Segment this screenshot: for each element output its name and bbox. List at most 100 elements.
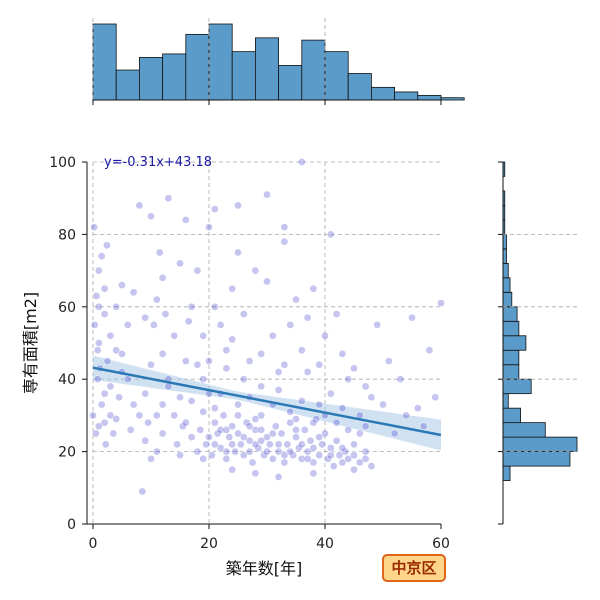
top-hist-bar (162, 53, 187, 101)
scatter-point (100, 310, 109, 318)
scatter-point (248, 458, 257, 467)
top-hist-bar (185, 33, 210, 101)
top-hist-bar (394, 91, 419, 101)
scatter-point (286, 321, 295, 329)
scatter-point (202, 440, 210, 449)
scatter-point (361, 454, 370, 463)
scatter-point (118, 350, 126, 358)
scatter-point (234, 248, 242, 257)
right-hist-bar (502, 349, 520, 366)
scatter-point (251, 426, 260, 434)
scatter-point (280, 458, 289, 467)
scatter-point (292, 415, 300, 423)
x-tick-label: 0 (89, 536, 98, 552)
scatter-point (257, 426, 266, 434)
ward-badge-label: 中京区 (391, 559, 436, 577)
scatter-point (164, 194, 173, 203)
scatter-point (271, 422, 280, 431)
scatter-point (234, 429, 242, 438)
scatter-point (161, 310, 170, 318)
scatter-point (437, 299, 445, 308)
scatter-point (292, 295, 300, 304)
y-tick-label: 20 (58, 445, 76, 461)
scatter-point (268, 429, 277, 438)
scatter-point (228, 335, 237, 344)
scatter-point (97, 252, 106, 260)
scatter-point (205, 357, 213, 365)
scatter-point (297, 440, 306, 449)
scatter-point (300, 426, 309, 434)
scatter-point (335, 451, 344, 460)
scatter-point (228, 465, 237, 474)
regression-equation: y=-0.31x+43.18 (104, 155, 212, 170)
scatter-point (402, 411, 411, 420)
scatter-point (158, 400, 167, 409)
scatter-point (90, 223, 99, 232)
scatter-point (199, 331, 208, 340)
scatter-point (315, 451, 324, 460)
scatter-point (251, 440, 260, 449)
scatter-point (187, 397, 196, 405)
scatter-point (326, 444, 335, 452)
scatter-point (274, 368, 283, 376)
scatter-point (234, 400, 242, 409)
scatter-point (396, 375, 405, 384)
right-hist-bar (502, 364, 520, 380)
right-hist-bar (502, 335, 527, 351)
scatter-point (309, 458, 318, 467)
scatter-point (199, 407, 208, 416)
scatter-point (350, 451, 358, 460)
scatter-point (297, 346, 306, 355)
scatter-point (170, 411, 179, 420)
scatter-point (199, 375, 208, 384)
scatter-point (303, 313, 312, 322)
scatter-point (152, 411, 161, 420)
scatter-point (97, 400, 106, 409)
scatter-point (112, 302, 121, 311)
right-hist-bar (502, 248, 507, 264)
scatter-point (280, 360, 289, 369)
scatter-point (222, 447, 231, 456)
top-marginal-histogram (92, 18, 465, 105)
scatter-point (92, 292, 101, 300)
scatter-point (222, 454, 231, 463)
scatter-point (90, 321, 99, 329)
scatter-point (93, 375, 102, 384)
scatter-point (150, 321, 158, 329)
scatter-point (106, 411, 115, 420)
scatter-point (274, 386, 283, 394)
y-tick-label: 40 (58, 372, 76, 388)
scatter-point (176, 259, 184, 268)
main-grid (92, 161, 441, 524)
top-hist-bar (92, 23, 117, 101)
right-hist-bar (502, 291, 513, 308)
scatter-point (103, 241, 111, 250)
top-hist-bar (254, 37, 279, 101)
scatter-point (219, 411, 228, 420)
scatter-point (100, 418, 109, 427)
scatter-point (361, 422, 370, 431)
right-hist-bar (502, 262, 509, 279)
scatter-point (277, 429, 286, 438)
scatter-point (257, 382, 266, 391)
top-hist-bar (370, 86, 395, 101)
scatter-point (309, 418, 318, 427)
scatter-point (228, 422, 237, 431)
scatter-point (222, 346, 231, 355)
scatter-point (147, 360, 155, 369)
scatter-point (222, 364, 231, 373)
right-hist-bar (502, 233, 507, 250)
scatter-point (210, 302, 219, 311)
scatter-point (297, 454, 306, 463)
scatter-point (216, 321, 225, 329)
right-hist-bar (502, 277, 511, 293)
scatter-point (329, 462, 338, 470)
scatter-point (208, 451, 216, 460)
scatter-point (283, 440, 292, 449)
scatter-point (306, 436, 315, 445)
scatter-point (152, 295, 161, 304)
scatter-point (144, 418, 152, 427)
x-tick-label: 20 (200, 536, 218, 552)
scatter-point (274, 440, 283, 449)
scatter-point (141, 313, 150, 322)
